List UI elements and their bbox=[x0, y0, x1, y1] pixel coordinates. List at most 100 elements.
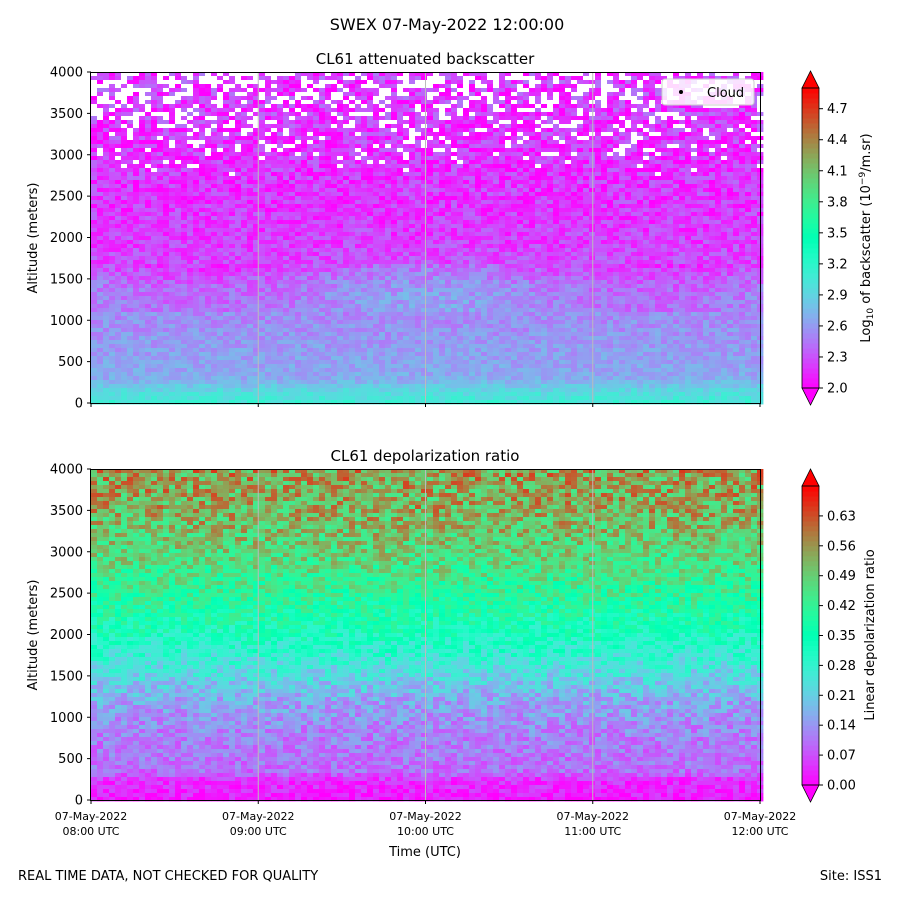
colorbar-segment bbox=[802, 775, 819, 781]
colorbar-tick-label: 0.35 bbox=[827, 629, 856, 644]
colorbar-segment bbox=[802, 580, 819, 587]
y-tick-label: 2000 bbox=[50, 628, 83, 643]
colorbar-segment bbox=[802, 358, 819, 364]
colorbar-tick-label: 4.4 bbox=[827, 133, 848, 148]
colorbar-segment bbox=[802, 223, 819, 229]
panel2-heatmap bbox=[91, 469, 764, 802]
colorbar-tick-label: 4.1 bbox=[827, 164, 848, 179]
colorbar-segment bbox=[802, 570, 819, 577]
cb1-label-sub: 10 bbox=[866, 308, 876, 320]
colorbar-segment bbox=[802, 198, 819, 204]
colorbar-segment bbox=[802, 585, 819, 592]
colorbar-segment bbox=[802, 378, 819, 384]
y-tick-label: 2500 bbox=[50, 587, 83, 602]
colorbar-segment bbox=[802, 595, 819, 602]
colorbar-segment bbox=[802, 660, 819, 666]
colorbar-segment bbox=[802, 490, 819, 497]
colorbar-segment bbox=[802, 328, 819, 334]
colorbar-segment bbox=[802, 520, 819, 527]
colorbar-segment bbox=[802, 353, 819, 359]
colorbar-segment bbox=[802, 640, 819, 646]
colorbar-segment bbox=[802, 630, 819, 636]
colorbar-segment bbox=[802, 178, 819, 184]
x-tick-label: 07-May-2022 11:00 UTC bbox=[557, 810, 629, 838]
colorbar-segment bbox=[802, 138, 819, 144]
panel2-xticks: 07-May-2022 08:00 UTC 07-May-2022 09:00 UTC… bbox=[55, 800, 796, 838]
colorbar-segment bbox=[802, 745, 819, 751]
colorbar-segment bbox=[802, 755, 819, 761]
colorbar-segment bbox=[802, 338, 819, 344]
colorbar-segment bbox=[802, 675, 819, 681]
x-tick-label: 07-May-2022 12:00 UTC bbox=[724, 810, 796, 838]
colorbar-segment bbox=[802, 373, 819, 379]
colorbar-segment bbox=[802, 720, 819, 726]
legend-box bbox=[661, 78, 755, 106]
colorbar-segment bbox=[802, 590, 819, 597]
colorbar-segment bbox=[802, 153, 819, 159]
colorbar-segment bbox=[802, 750, 819, 756]
colorbar-segment bbox=[802, 233, 819, 239]
colorbar-segment bbox=[802, 710, 819, 716]
colorbar-segment bbox=[802, 103, 819, 109]
colorbar-segment bbox=[802, 148, 819, 154]
colorbar-segment bbox=[802, 283, 819, 289]
colorbar-tick-label: 0.14 bbox=[827, 719, 856, 734]
y-tick-label: 2000 bbox=[50, 231, 83, 246]
colorbar-segment bbox=[802, 333, 819, 339]
x-tick-label: 07-May-2022 09:00 UTC bbox=[222, 810, 294, 838]
colorbar-segment bbox=[802, 123, 819, 129]
colorbar-segment bbox=[802, 565, 819, 572]
colorbar-segment bbox=[802, 770, 819, 776]
figure-title: SWEX 07-May-2022 12:00:00 bbox=[330, 15, 565, 34]
panel1-yticks: 0 500 1000 1500 2000 2500 3000 3500 4000 bbox=[50, 66, 91, 412]
colorbar-segment bbox=[802, 730, 819, 736]
colorbar-tick-label: 0.21 bbox=[827, 689, 856, 704]
colorbar-segment bbox=[802, 173, 819, 179]
x-tick-label: 07-May-2022 08:00 UTC bbox=[55, 810, 127, 838]
colorbar-segment bbox=[802, 735, 819, 741]
colorbar-outline bbox=[801, 87, 820, 389]
colorbar-extend-min bbox=[801, 784, 820, 803]
legend: Cloud bbox=[661, 78, 755, 106]
colorbar-segment bbox=[802, 525, 819, 532]
colorbar-backscatter-ticks: 2.0 2.3 2.6 2.9 3.2 3.5 3.8 4.1 4.4 4.7 bbox=[819, 102, 848, 397]
cb1-label-mid: of backscatter (10 bbox=[859, 185, 874, 308]
colorbar-backscatter bbox=[801, 70, 820, 406]
panel2-yticks: 0 500 1000 1500 2000 2500 3000 3500 4000 bbox=[50, 463, 91, 809]
colorbar-segment bbox=[802, 343, 819, 349]
colorbar-segment bbox=[802, 645, 819, 651]
colorbar-tick-label: 0.00 bbox=[827, 779, 856, 794]
colorbar-segment bbox=[802, 635, 819, 641]
colorbar-segment bbox=[802, 620, 819, 627]
colorbar-segment bbox=[802, 695, 819, 701]
colorbar-segment bbox=[802, 168, 819, 174]
x-tick-label: 07-May-2022 10:00 UTC bbox=[389, 810, 461, 838]
colorbar-segment bbox=[802, 188, 819, 194]
y-tick-label: 4000 bbox=[50, 66, 83, 81]
colorbar-extend-max bbox=[801, 70, 820, 89]
colorbar-segment bbox=[802, 258, 819, 264]
colorbar-segment bbox=[802, 530, 819, 537]
colorbar-segment bbox=[802, 98, 819, 104]
colorbar-segment bbox=[802, 765, 819, 771]
quality-disclaimer: REAL TIME DATA, NOT CHECKED FOR QUALITY bbox=[18, 869, 319, 884]
colorbar-segment bbox=[802, 680, 819, 686]
cb1-label-sup: −9 bbox=[858, 172, 868, 186]
colorbar-segment bbox=[802, 700, 819, 706]
colorbar-segment bbox=[802, 545, 819, 552]
colorbar-segment bbox=[802, 740, 819, 746]
colorbar-segment bbox=[802, 243, 819, 249]
cb1-label-post: /m.sr) bbox=[859, 133, 874, 171]
y-tick-label: 500 bbox=[58, 752, 83, 767]
colorbar-segment bbox=[802, 486, 819, 492]
colorbar-depolarization-ticks: 0.00 0.07 0.14 0.21 0.28 0.35 0.42 0.49 0.56 0.63 bbox=[819, 509, 856, 794]
colorbar-segment bbox=[802, 690, 819, 696]
colorbar-segment bbox=[802, 705, 819, 711]
colorbar-tick-label: 0.63 bbox=[827, 509, 856, 524]
colorbar-segment bbox=[802, 313, 819, 319]
y-tick-label: 0 bbox=[75, 794, 83, 809]
legend-entry-cloud: Cloud bbox=[707, 86, 744, 101]
colorbar-segment bbox=[802, 203, 819, 209]
colorbar-segment bbox=[802, 218, 819, 224]
panel2-grid bbox=[257, 469, 594, 800]
